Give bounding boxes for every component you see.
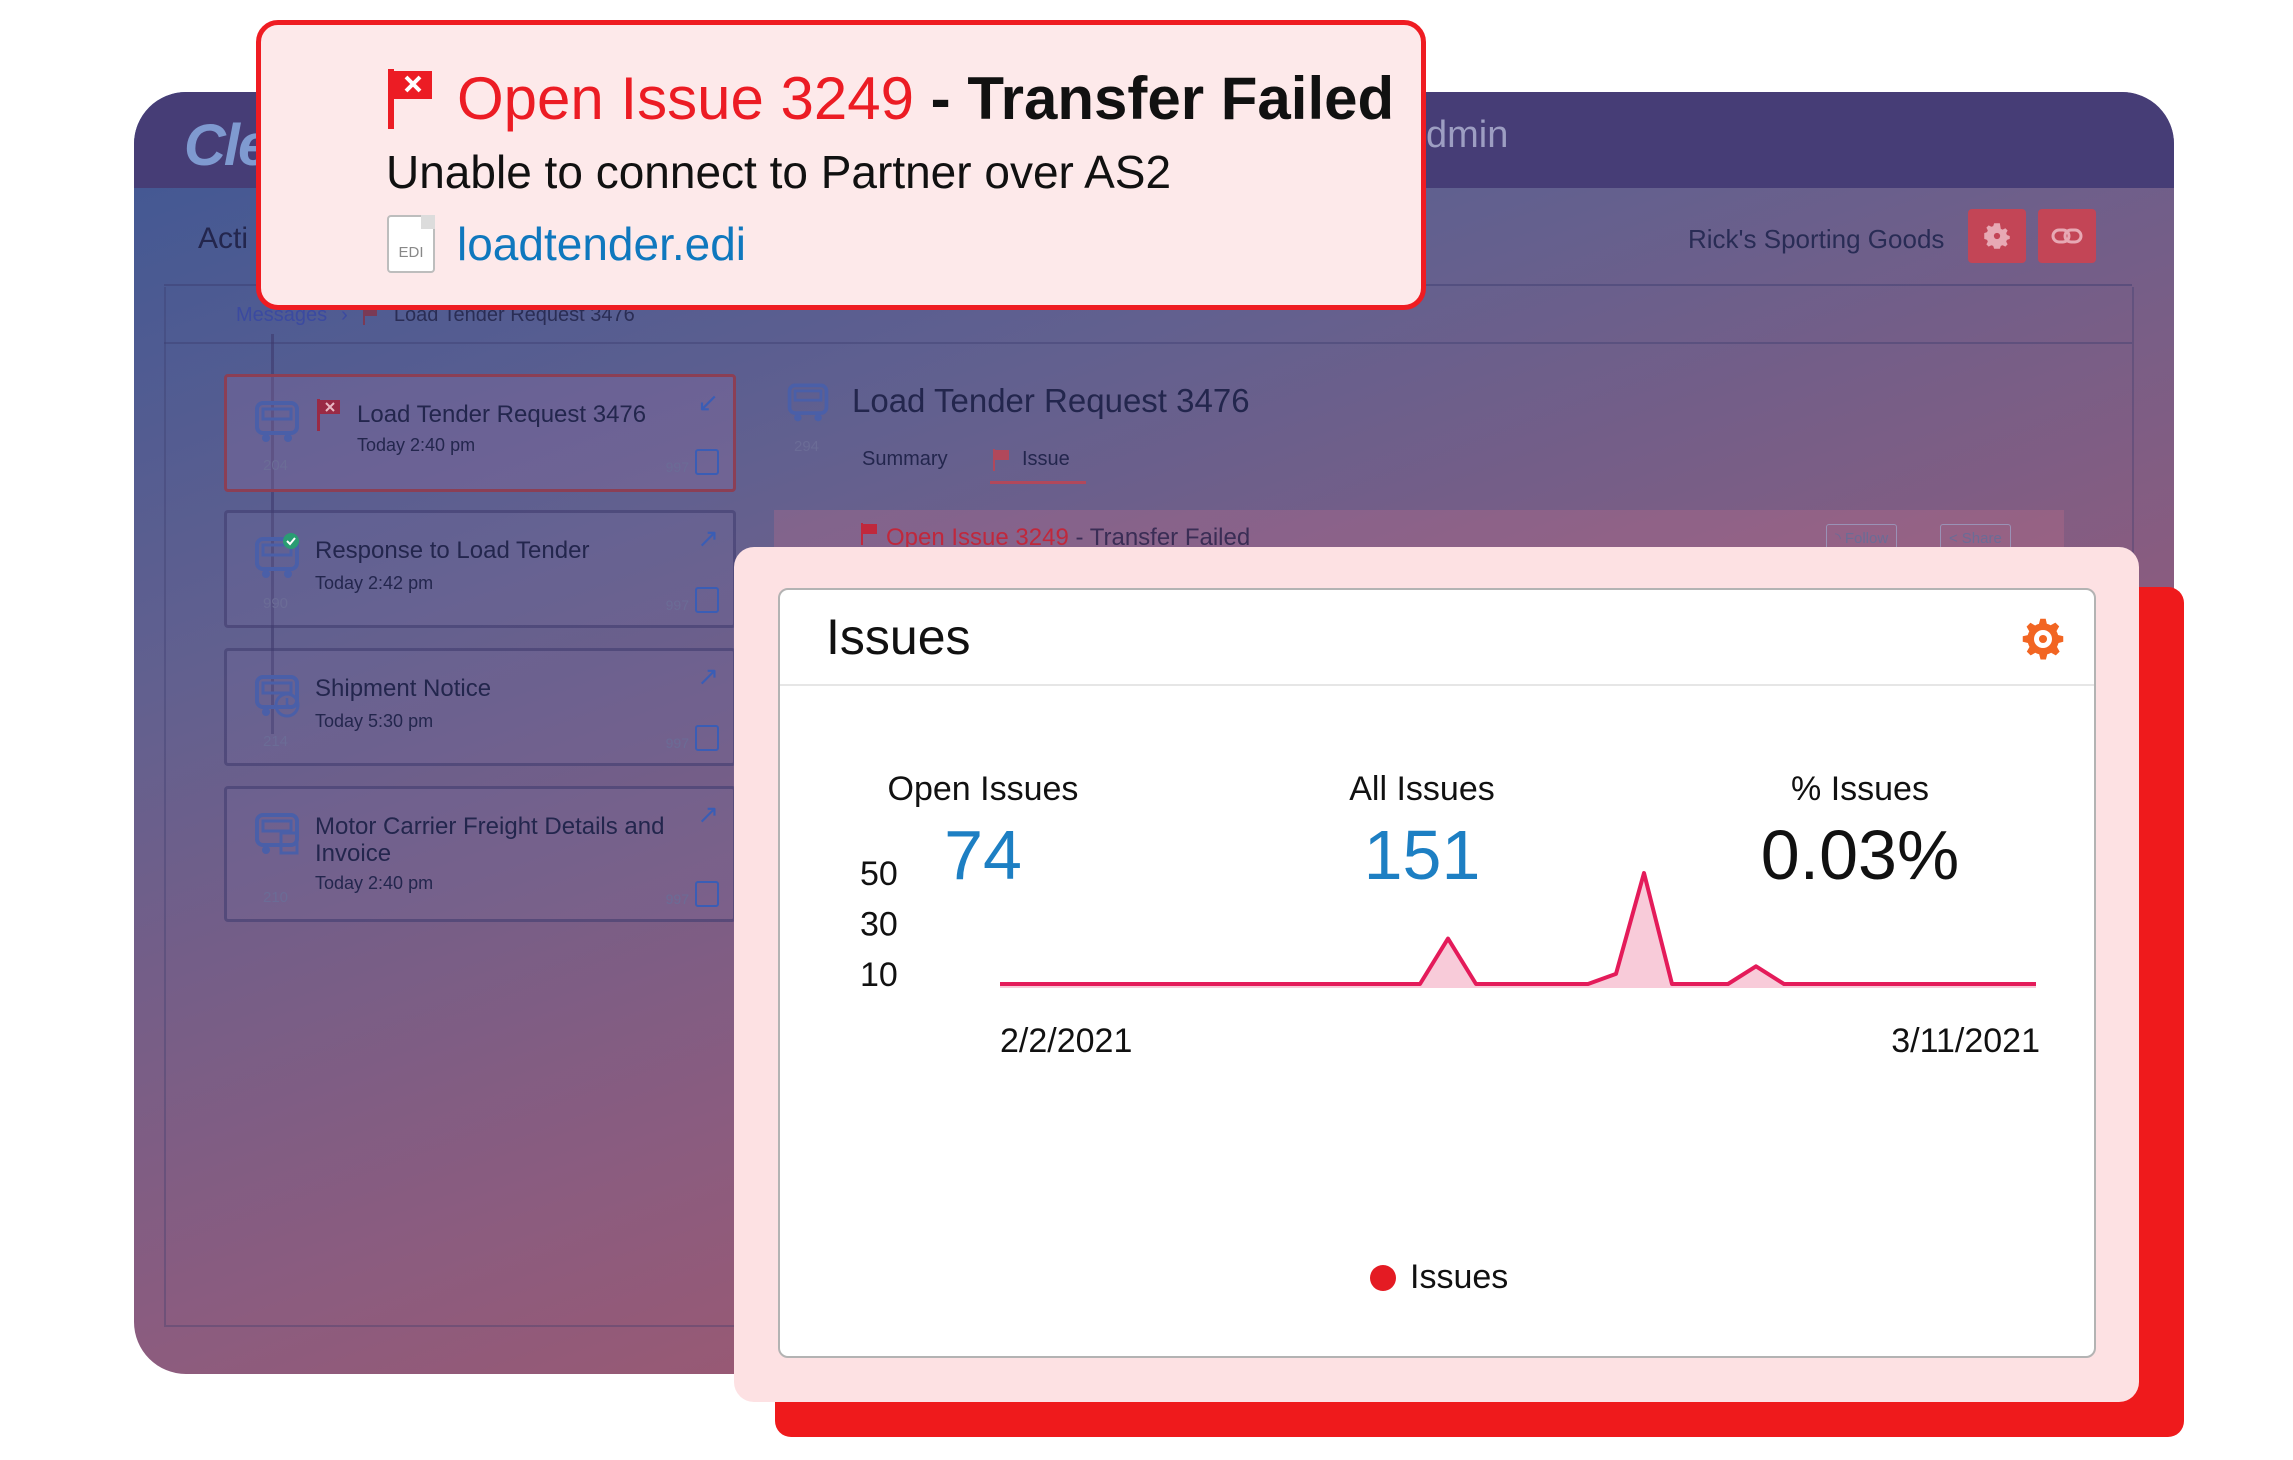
flag-icon [388,69,432,129]
stat-label-all: All Issues [1349,770,1495,808]
gear-icon[interactable] [2016,612,2070,666]
follow-button[interactable]: ◝ Follow [1826,524,1898,552]
truck-check-icon [255,533,299,578]
message-title: Shipment Notice [315,675,492,702]
check-icon [695,587,719,613]
company-name: Rick's Sporting Goods [1688,224,1945,254]
attachment-link[interactable]: loadtender.edi [457,218,747,270]
link-icon [2051,228,2083,244]
link-button[interactable] [2038,209,2096,263]
follow-label: Follow [1844,529,1889,547]
message-time: Today 2:42 pm [315,573,434,593]
stat-value-percent: 0.03% [1760,816,1960,894]
x-tick-label: 3/11/2021 [1891,1022,2040,1060]
tab-issue[interactable]: Issue [1022,448,1070,470]
y-tick-label: 50 [860,855,898,893]
message-item[interactable]: Load Tender Request 3476 Today 2:40 pm 2… [224,374,736,492]
chart-legend: Issues [1370,1258,1508,1297]
message-item[interactable]: Motor Carrier Freight Details and Invoic… [224,786,736,922]
check-icon [695,449,719,475]
arrow-icon[interactable]: ↗ [697,661,719,691]
stat-label-open: Open Issues [887,770,1079,808]
rss-icon: ◝ [1835,530,1841,547]
message-id: 990 [263,595,289,612]
issues-chart: 50 30 10 2/2/2021 3/11/2021 [860,855,2040,1060]
alert-status: - Transfer Failed [914,65,1395,132]
truck-icon [787,383,829,422]
y-tick-label: 30 [860,905,898,943]
message-item[interactable]: Response to Load Tender Today 2:42 pm 99… [224,510,736,628]
user-menu[interactable]: dmin [1426,114,1509,156]
alert-issue[interactable]: Open Issue 3249 [457,65,915,132]
check-icon [695,725,719,751]
issue-alert[interactable]: Open Issue 3249 - Transfer Failed Unable… [256,20,1426,310]
message-title: Motor Carrier Freight Details and Invoic… [315,813,665,867]
flag-icon [993,449,1009,471]
settings-button[interactable] [1968,209,2026,263]
message-time: Today 2:40 pm [315,873,434,893]
edi-file-icon: EDI [387,215,435,273]
alert-title: Open Issue 3249 - Transfer Failed [457,63,1394,135]
stat-label-percent: % Issues [1791,770,1929,808]
flag-icon [861,523,877,545]
tab-summary[interactable]: Summary [862,448,948,470]
nav-title[interactable]: Acti [198,222,249,255]
share-label: Share [1961,529,2002,547]
legend-label: Issues [1410,1258,1509,1296]
divider [780,684,2094,686]
detail-title: Load Tender Request 3476 [852,382,1250,419]
message-id: 214 [263,733,289,750]
detail-id: 294 [794,438,820,455]
message-title: Load Tender Request 3476 [357,401,647,428]
divider [164,342,2132,344]
message-id: 210 [263,889,289,906]
widget-title: Issues [826,609,971,665]
truck-clock-icon [255,675,300,718]
issue-strip-title: Open Issue 3249 - Transfer Failed [886,524,1250,552]
message-time: Today 2:40 pm [357,435,476,455]
message-item[interactable]: Shipment Notice Today 5:30 pm 214 ↗ 997 [224,648,736,766]
flag-icon [317,399,340,431]
message-id: 204 [263,457,289,474]
stat-value-all: 151 [1363,816,1481,894]
message-count: 997 [665,597,689,613]
alert-message: Unable to connect to Partner over AS2 [386,146,1172,198]
series-line [1000,871,2036,986]
breadcrumb-separator: › [341,304,348,326]
message-title: Response to Load Tender [315,537,590,564]
check-icon [695,881,719,907]
stat-value-open: 74 [944,816,1022,894]
share-icon: < [1949,529,1958,547]
timeline-connector [271,334,274,734]
issue-strip [774,510,2064,550]
message-time: Today 5:30 pm [315,711,434,731]
truck-document-icon [255,813,299,855]
message-count: 997 [665,459,689,475]
issue-strip-issue[interactable]: Open Issue 3249 [886,524,1069,551]
y-tick-label: 10 [860,956,898,994]
issues-widget: Issues Open Issues 74 All Issues 151 % I… [778,588,2096,1358]
x-tick-label: 2/2/2021 [1000,1022,1132,1060]
legend-swatch [1370,1264,1396,1291]
message-count: 997 [665,891,689,907]
arrow-icon[interactable]: ↗ [697,523,719,553]
truck-icon [255,401,299,442]
flag-icon [362,306,377,325]
active-tab-indicator [990,481,1086,484]
series-area [1000,873,2036,988]
gear-icon [1984,223,2010,249]
app-logo: Cle [184,113,270,178]
arrow-icon[interactable]: ↙ [697,387,719,417]
arrow-icon[interactable]: ↗ [697,799,719,829]
issue-strip-status: - Transfer Failed [1068,524,1251,551]
message-count: 997 [665,735,689,751]
